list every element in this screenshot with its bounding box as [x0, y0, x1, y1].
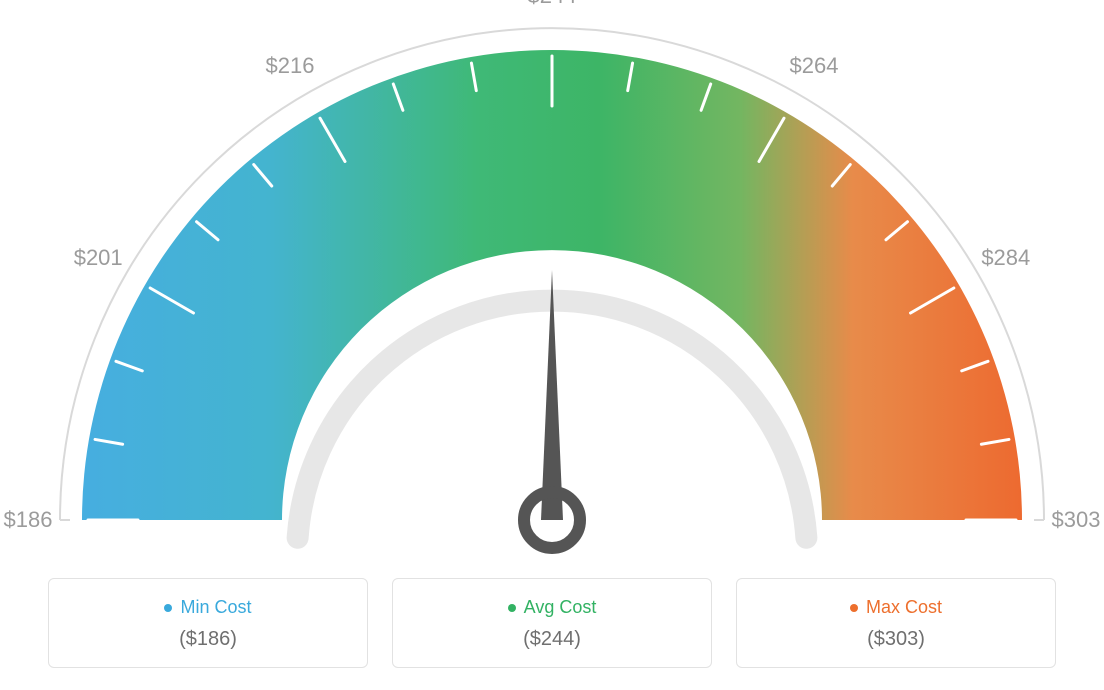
legend-max-box: Max Cost ($303): [736, 578, 1056, 668]
legend-min-value: ($186): [61, 628, 355, 651]
legend-row: Min Cost ($186) Avg Cost ($244) Max Cost…: [0, 578, 1104, 668]
legend-max-label: Max Cost: [850, 597, 942, 618]
gauge-scale-label: $284: [981, 245, 1030, 271]
gauge-scale-label: $264: [790, 53, 839, 79]
legend-max-value: ($303): [749, 628, 1043, 651]
cost-gauge-chart: $186 $201 $216 $244 $264 $284 $303: [0, 0, 1104, 560]
legend-avg-value: ($244): [405, 628, 699, 651]
gauge-scale-label: $186: [4, 507, 53, 533]
gauge-scale-label: $201: [74, 245, 123, 271]
legend-min-box: Min Cost ($186): [48, 578, 368, 668]
legend-avg-label: Avg Cost: [508, 597, 597, 618]
gauge-scale-label: $216: [266, 53, 315, 79]
gauge-svg: [0, 0, 1104, 560]
legend-avg-box: Avg Cost ($244): [392, 578, 712, 668]
gauge-scale-label: $244: [528, 0, 577, 9]
gauge-scale-label: $303: [1052, 507, 1101, 533]
legend-min-label: Min Cost: [164, 597, 251, 618]
